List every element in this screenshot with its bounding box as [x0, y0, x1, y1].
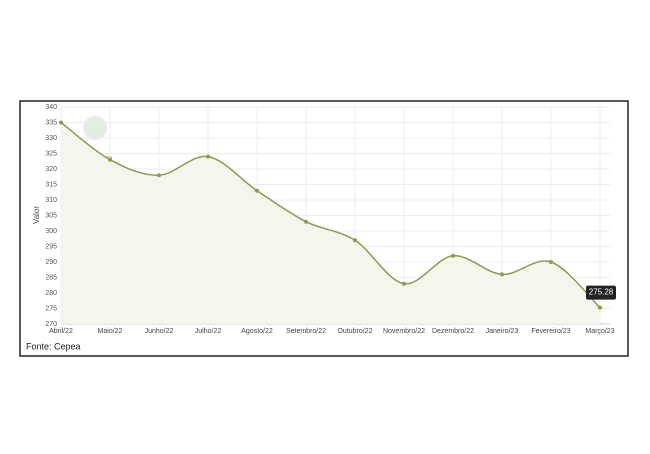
y-tick-label: 290	[45, 259, 57, 266]
x-tick-label: Dezembro/22	[432, 328, 474, 335]
y-tick-label: 295	[45, 243, 57, 250]
x-tick-label: Agosto/22	[241, 328, 273, 335]
y-tick-label: 300	[45, 228, 57, 235]
y-tick-label: 330	[45, 135, 57, 142]
source: Fonte: Cepea	[26, 341, 81, 351]
x-tick-label: Fevereiro/23	[531, 328, 570, 335]
tooltip-label: 275.28	[589, 288, 614, 297]
point	[157, 173, 161, 178]
point	[451, 253, 455, 258]
x-tick-label: Setembro/22	[286, 328, 326, 335]
point	[59, 120, 63, 125]
point	[108, 157, 112, 162]
point	[598, 305, 602, 310]
x-tick-label: Março/23	[585, 328, 614, 335]
point	[206, 154, 210, 159]
x-tick-label: Junho/22	[145, 328, 174, 335]
y-tick-label: 320	[45, 166, 57, 173]
point	[549, 260, 553, 264]
tooltip-box	[586, 285, 616, 300]
y-tick-label: 305	[45, 212, 57, 219]
y-tick-label: 325	[45, 150, 57, 157]
y-tick-label: 280	[45, 290, 57, 297]
point	[402, 281, 406, 286]
x-tick-label: Janeiro/23	[486, 328, 519, 335]
y-tick-label: 270	[45, 321, 57, 328]
point	[500, 272, 504, 277]
y-tick-label: 315	[45, 181, 57, 188]
y-tick-label: 285	[45, 274, 57, 281]
x-tick-label: Julho/22	[195, 328, 222, 335]
x-tick-label: Outubro/22	[337, 328, 372, 335]
point	[255, 188, 259, 193]
logo-globe	[83, 116, 107, 140]
x-tick-label: Abril/22	[49, 328, 73, 335]
y-axis-label: Valor	[32, 206, 41, 224]
y-tick-label: 275	[45, 305, 57, 312]
area	[61, 122, 600, 324]
x-tick-label: Maio/22	[98, 328, 123, 335]
y-tick-label: 310	[45, 197, 57, 204]
y-tick-label: 340	[45, 104, 57, 111]
point	[353, 238, 357, 243]
x-tick-label: Novembro/22	[383, 328, 425, 335]
y-tick-label: 335	[45, 119, 57, 126]
point	[304, 219, 308, 224]
